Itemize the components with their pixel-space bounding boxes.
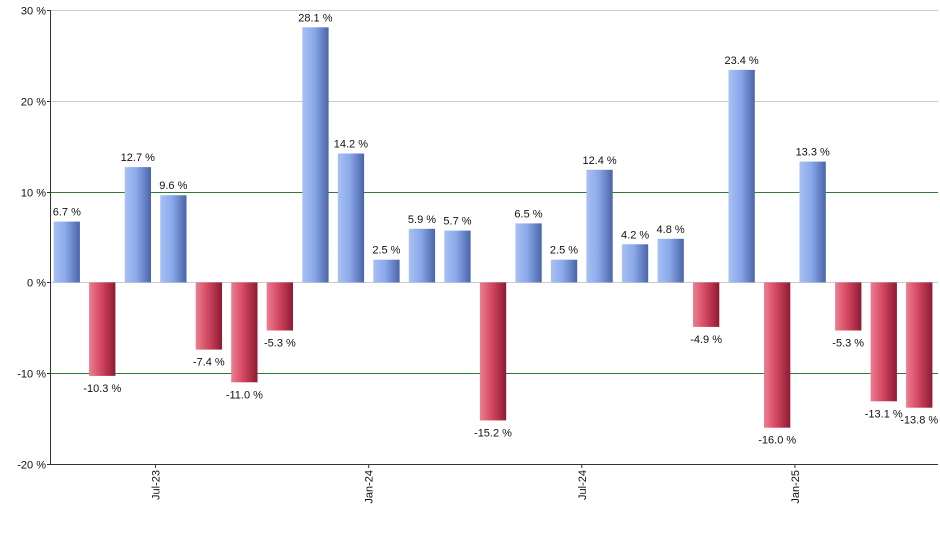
bar-positive — [337, 153, 365, 283]
bar-data-label: -4.9 % — [690, 334, 722, 346]
bar-negative — [870, 282, 897, 402]
bar-positive — [302, 27, 329, 283]
bar-negative — [479, 282, 507, 421]
bar-data-label: -13.1 % — [865, 408, 903, 420]
y-tick-label: 20 % — [21, 97, 46, 109]
data-labels: 6.7 % -10.3 % 12.7 % 9.6 % -7.4 % -11.0 % -5.3… — [53, 12, 939, 446]
bar-data-label: 4.2 % — [621, 229, 649, 241]
bar-data-label: 14.2 % — [334, 139, 368, 151]
bar-data-label: 6.5 % — [514, 208, 542, 220]
x-tick-label: Jan-24 — [364, 470, 376, 504]
bar-data-label: 6.7 % — [53, 207, 81, 219]
bar-data-label: 28.1 % — [298, 12, 332, 24]
bar-positive — [728, 69, 755, 283]
y-tick-label: 10 % — [21, 188, 46, 200]
bar-positive — [408, 228, 436, 283]
y-tick-label: 30 % — [21, 6, 46, 18]
bar-negative — [906, 282, 933, 408]
axes: -20 % -10 % 0 % 10 % 20 % 30 % Jul-23 Jan-24 Jul… — [17, 6, 938, 504]
bar-data-label: 5.7 % — [443, 216, 471, 228]
bar-data-label: 5.9 % — [408, 214, 436, 226]
y-tick-label: 0 % — [27, 278, 46, 290]
bar-negative — [693, 282, 720, 327]
bar-data-label: 12.4 % — [582, 155, 616, 167]
bar-data-label: 2.5 % — [372, 245, 400, 257]
bar-negative — [266, 282, 293, 331]
bar-positive — [53, 221, 80, 283]
bar-positive — [657, 238, 684, 283]
bar-data-label: 23.4 % — [724, 55, 758, 67]
x-tick-label: Jan-25 — [790, 470, 802, 504]
bar-data-label: -7.4 % — [193, 357, 225, 369]
bar-positive — [799, 161, 826, 283]
y-tick-label: -10 % — [17, 369, 46, 381]
bar-positive — [373, 259, 400, 283]
bar-negative — [764, 282, 791, 428]
bar-data-label: 9.6 % — [159, 180, 187, 192]
bar-negative — [231, 282, 258, 383]
bar-data-label: 2.5 % — [550, 245, 578, 257]
bar-negative — [89, 282, 116, 376]
bar-data-label: 4.8 % — [657, 224, 685, 236]
bar-positive — [621, 244, 649, 283]
bar-positive — [444, 230, 471, 283]
bar-data-label: -16.0 % — [758, 435, 796, 447]
bar-negative — [195, 282, 222, 350]
bar-data-label: -11.0 % — [226, 389, 263, 401]
bar-positive — [160, 195, 187, 283]
bar-positive — [586, 169, 613, 283]
bar-data-label: -5.3 % — [832, 338, 864, 350]
bar-data-label: 12.7 % — [121, 152, 155, 164]
bar-data-label: -13.8 % — [900, 415, 938, 427]
bar-positive — [515, 223, 542, 283]
bar-negative — [835, 282, 862, 331]
bars — [53, 27, 933, 428]
bar-positive — [124, 167, 151, 283]
bar-data-label: 13.3 % — [796, 147, 830, 159]
x-tick-label: Jul-23 — [151, 470, 163, 500]
bar-data-label: -10.3 % — [83, 383, 121, 395]
x-tick-label: Jul-24 — [577, 470, 589, 500]
y-tick-label: -20 % — [17, 460, 46, 472]
bar-data-label: -15.2 % — [474, 427, 512, 439]
bar-positive — [550, 259, 578, 283]
bar-data-label: -5.3 % — [264, 338, 296, 350]
